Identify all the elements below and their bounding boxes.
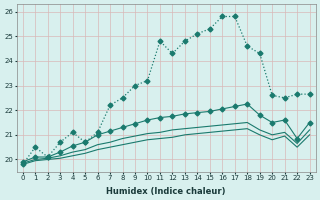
X-axis label: Humidex (Indice chaleur): Humidex (Indice chaleur) [107,187,226,196]
